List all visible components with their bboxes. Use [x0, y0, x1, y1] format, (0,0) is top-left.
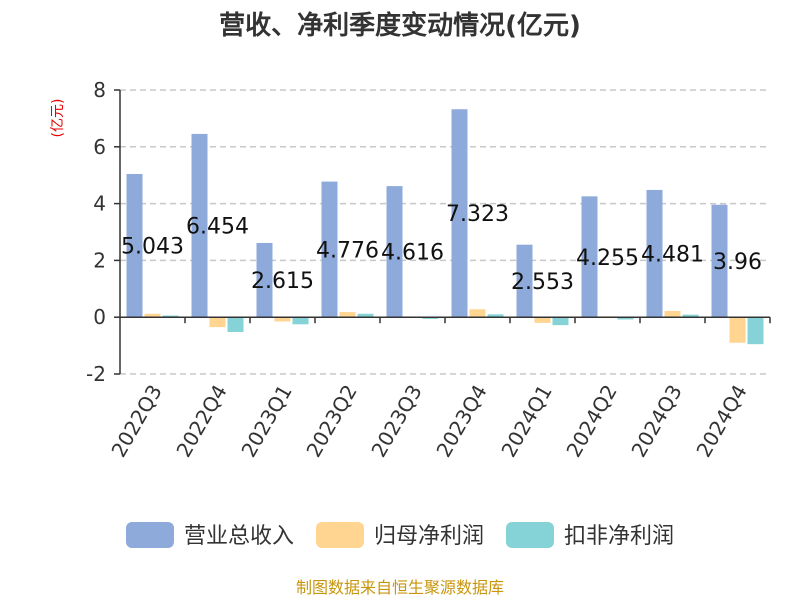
data-label: 2.553 [511, 270, 574, 295]
y-tick-label: 2 [93, 248, 106, 272]
data-label: 4.616 [381, 241, 444, 266]
y-tick-label: -2 [86, 362, 106, 386]
bar [162, 315, 179, 318]
bar [617, 317, 634, 320]
data-label: 4.776 [316, 238, 379, 263]
x-tick-label: 2022Q3 [106, 381, 166, 462]
x-tick-label: 2024Q3 [626, 381, 686, 462]
bar [357, 313, 374, 318]
data-label: 6.454 [186, 215, 249, 240]
data-label: 2.615 [251, 269, 314, 294]
bar [664, 310, 681, 318]
y-tick-label: 6 [93, 135, 106, 159]
x-tick-label: 2023Q4 [431, 381, 491, 462]
legend-label[interactable]: 归母净利润 [374, 524, 484, 549]
data-label: 7.323 [446, 202, 509, 227]
bar [581, 196, 598, 318]
bar [422, 317, 439, 319]
data-label: 3.96 [713, 250, 762, 275]
legend-swatch[interactable] [316, 522, 364, 548]
bar [209, 317, 226, 328]
data-label: 4.255 [576, 246, 639, 271]
y-tick-label: 4 [93, 192, 106, 216]
unit-label: (亿元) [50, 99, 66, 138]
x-tick-label: 2023Q3 [366, 381, 426, 462]
bar [487, 314, 504, 318]
bar [747, 317, 764, 345]
bar [274, 317, 291, 322]
legend: 营业总收入 归母净利润 扣非净利润 [126, 522, 674, 549]
data-label: 4.481 [641, 243, 704, 268]
source-note: 制图数据来自恒生聚源数据库 [296, 578, 504, 597]
bar [682, 314, 699, 318]
y-tick-label: 8 [93, 78, 106, 102]
y-tick-label: 0 [93, 305, 106, 329]
bar [516, 244, 533, 318]
bar [646, 189, 663, 318]
bar [534, 317, 551, 323]
x-tick-label: 2023Q2 [301, 381, 361, 462]
bar [144, 313, 161, 318]
x-tick-label: 2024Q1 [496, 381, 556, 462]
bar [126, 173, 143, 318]
data-label: 5.043 [121, 235, 184, 260]
bar [191, 133, 208, 318]
bar [451, 109, 468, 318]
bar [256, 242, 273, 318]
x-tick-label: 2024Q4 [691, 381, 751, 462]
bar [321, 181, 338, 318]
x-tick-label: 2023Q1 [236, 381, 296, 462]
legend-swatch[interactable] [126, 522, 174, 548]
x-tick-label: 2024Q2 [561, 381, 621, 462]
bar [552, 317, 569, 326]
legend-label[interactable]: 营业总收入 [184, 524, 294, 549]
bar [339, 312, 356, 318]
bar [469, 309, 486, 318]
chart-title: 营收、净利季度变动情况(亿元) [219, 10, 581, 41]
bar [386, 186, 403, 318]
bar [711, 204, 728, 318]
bar [292, 317, 309, 325]
bar [227, 317, 244, 332]
legend-swatch[interactable] [506, 522, 554, 548]
x-tick-label: 2022Q4 [171, 381, 231, 462]
bar [729, 317, 746, 343]
legend-label[interactable]: 扣非净利润 [564, 524, 674, 549]
